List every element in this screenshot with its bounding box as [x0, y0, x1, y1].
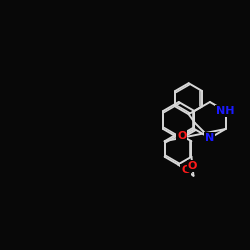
Text: O: O: [188, 161, 197, 171]
Text: O: O: [177, 131, 186, 141]
Text: N: N: [205, 133, 214, 143]
Text: O: O: [181, 165, 190, 175]
Text: NH: NH: [216, 106, 235, 116]
